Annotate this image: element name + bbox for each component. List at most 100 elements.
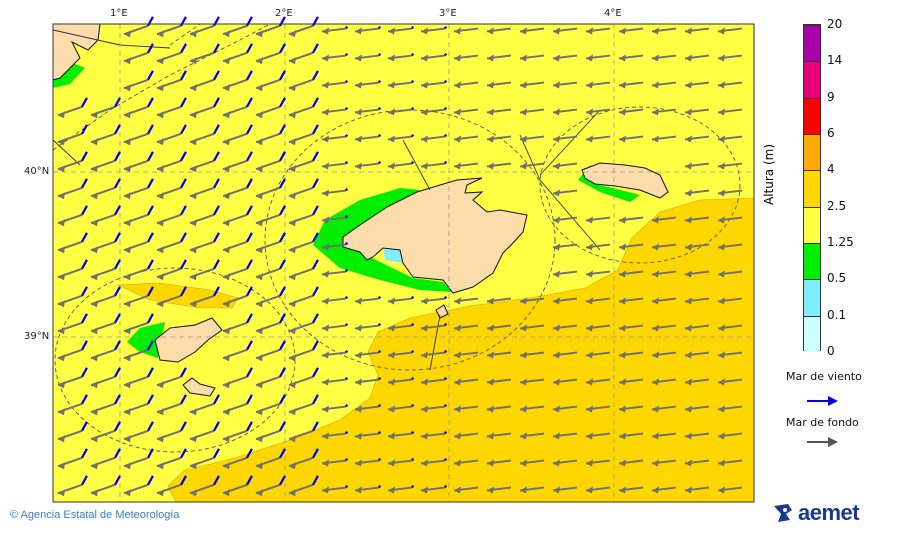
swell-arrow: [288, 232, 319, 254]
swell-arrow: [354, 296, 382, 305]
wind-sea-arrow: [378, 404, 382, 408]
swell-arrow: [288, 313, 319, 335]
swell-arrow: [717, 108, 743, 116]
wind-sea-arrow: [279, 448, 286, 459]
wind-sea-arrow: [411, 53, 415, 57]
wind-sea-arrow: [279, 367, 286, 378]
wind-sea-arrow: [246, 448, 253, 459]
wind-sea-arrow: [213, 448, 220, 459]
swell-arrow: [90, 97, 121, 119]
swell-arrow: [453, 351, 479, 359]
swell-arrow: [453, 27, 479, 35]
swell-arrow: [255, 448, 286, 470]
swell-arrow: [255, 367, 286, 389]
island-cabrera: [435, 304, 449, 319]
swell-arrow: [57, 421, 88, 443]
wind-sea-arrow: [279, 97, 286, 108]
swell-arrow: [156, 367, 187, 389]
swell-arrow: [222, 70, 253, 92]
swell-arrow: [321, 350, 349, 359]
swell-arrow: [321, 404, 349, 413]
wind-sea-arrow: [246, 232, 253, 243]
swell-arrow: [684, 270, 710, 278]
swell-arrow: [90, 259, 121, 281]
wind-sea-arrow: [213, 232, 220, 243]
swell-arrow: [255, 97, 286, 119]
swell-arrow: [618, 324, 644, 332]
wind-sea-arrow: [444, 161, 448, 165]
swell-arrow: [222, 421, 253, 443]
swell-arrow: [618, 81, 644, 89]
swell-arrow: [585, 243, 611, 251]
swell-arrow: [486, 54, 512, 62]
swell-arrow: [519, 405, 545, 413]
wind-sea-arrow: [345, 350, 349, 354]
swell-arrow: [288, 43, 319, 65]
wind-sea-arrow: [279, 313, 286, 324]
wind-sea-arrow: [411, 404, 415, 408]
aemet-logo-icon: [774, 504, 792, 522]
swell-arrow: [288, 151, 319, 173]
swell-arrow: [288, 340, 319, 362]
wind-sea-arrow: [411, 80, 415, 84]
swell-arrow: [189, 394, 220, 416]
swell-arrow: [684, 324, 710, 332]
wind-sea-arrow: [147, 43, 154, 54]
swell-arrow: [189, 286, 220, 308]
wind-sea-arrow: [312, 259, 319, 270]
wind-sea-arrow: [444, 26, 448, 30]
swell-arrow: [717, 351, 743, 359]
swell-arrow: [552, 243, 578, 251]
swell-arrow: [321, 80, 349, 89]
wind-sea-arrow: [114, 286, 121, 297]
wind-sea-arrow: [246, 259, 253, 270]
colorbar-tick: 2.5: [827, 198, 847, 213]
swell-arrow: [354, 26, 382, 35]
swell-arrow: [288, 124, 319, 146]
swell-arrow: [420, 107, 448, 116]
swell-arrow: [618, 378, 644, 386]
wind-sea-arrow: [312, 178, 319, 189]
swell-arrow: [486, 108, 512, 116]
swell-arrow: [519, 324, 545, 332]
wind-sea-arrow: [147, 313, 154, 324]
swell-arrow: [288, 475, 319, 497]
swell-arrow: [288, 286, 319, 308]
wind-sea-arrow: [312, 421, 319, 432]
swell-arrow: [519, 459, 545, 467]
swell-arrow: [123, 394, 154, 416]
wind-sea-arrow: [444, 431, 448, 435]
swell-arrow: [57, 205, 88, 227]
swell-arrow: [57, 97, 88, 119]
swell-arrow: [618, 405, 644, 413]
swell-arrow: [618, 459, 644, 467]
wind-sea-arrow: [81, 448, 88, 459]
swell-arrow: [57, 259, 88, 281]
swell-arrow: [453, 135, 479, 143]
swell-arrow: [585, 378, 611, 386]
swell-arrow: [123, 205, 154, 227]
swell-arrow: [189, 448, 220, 470]
swell-arrow: [684, 378, 710, 386]
swell-arrow: [354, 53, 382, 62]
swell-arrow: [321, 107, 349, 116]
wind-sea-arrow: [114, 232, 121, 243]
wind-sea-arrow: [378, 458, 382, 462]
swell-arrow: [156, 394, 187, 416]
swell-arrow: [123, 70, 154, 92]
swell-arrow: [90, 151, 121, 173]
swell-arrow: [618, 432, 644, 440]
wind-sea-arrow: [180, 97, 187, 108]
swell-arrow: [57, 313, 88, 335]
swell-arrow: [189, 421, 220, 443]
swell-arrow: [585, 216, 611, 224]
lat-tick: 40°N: [24, 166, 50, 177]
swell-arrow: [486, 135, 512, 143]
swell-arrow: [552, 270, 578, 278]
swell-arrow: [387, 134, 415, 143]
swell-arrow: [651, 405, 677, 413]
wind-sea-arrow: [345, 377, 349, 381]
map-frame: [52, 23, 755, 503]
swell-arrow: [717, 54, 743, 62]
wind-sea-arrow: [312, 124, 319, 135]
